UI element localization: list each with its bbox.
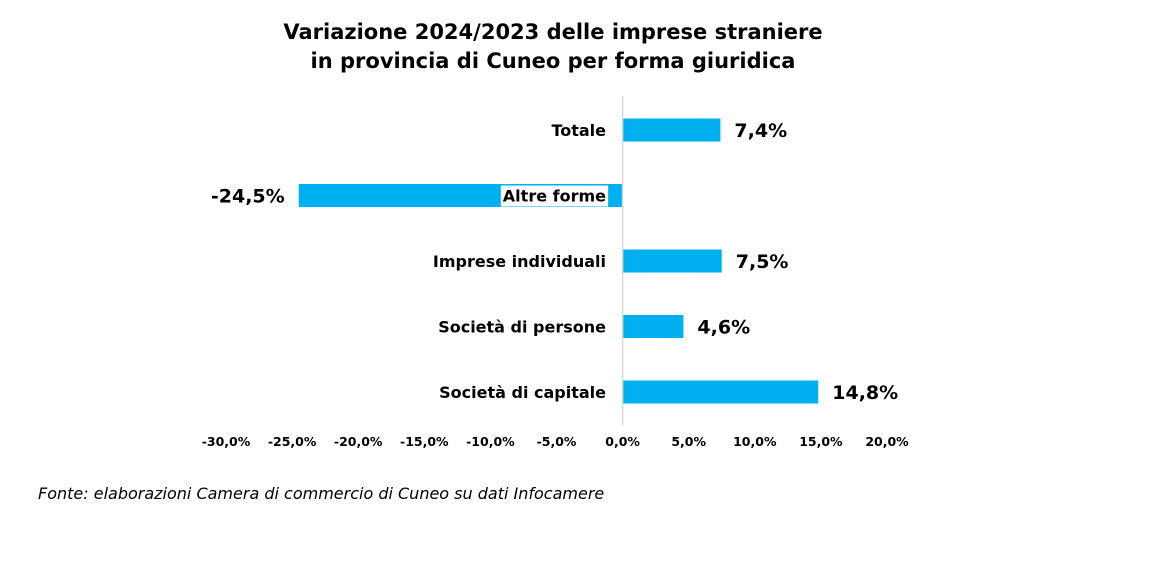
x-tick-label: 20,0% bbox=[865, 434, 909, 449]
x-tick-label: -5,0% bbox=[537, 434, 577, 449]
category-label: Società di capitale bbox=[439, 383, 606, 402]
x-tick-label: 10,0% bbox=[733, 434, 777, 449]
x-tick-label: -20,0% bbox=[334, 434, 383, 449]
chart-title: Variazione 2024/2023 delle imprese stran… bbox=[0, 18, 1106, 76]
bar-4 bbox=[622, 380, 819, 404]
x-tick-label: -25,0% bbox=[268, 434, 317, 449]
bar-2 bbox=[622, 249, 722, 273]
x-tick-label: -10,0% bbox=[466, 434, 515, 449]
category-label: Imprese individuali bbox=[433, 252, 606, 271]
x-tick-label: 15,0% bbox=[799, 434, 843, 449]
x-tick-label: -30,0% bbox=[202, 434, 251, 449]
bar-0 bbox=[622, 118, 721, 142]
category-label: Altre forme bbox=[503, 187, 606, 206]
x-tick-label: 5,0% bbox=[671, 434, 706, 449]
data-label: 14,8% bbox=[832, 382, 898, 404]
category-label: Società di persone bbox=[438, 318, 606, 337]
bar-3 bbox=[622, 315, 684, 338]
data-label: 4,6% bbox=[697, 317, 750, 339]
chart-title-line-1: Variazione 2024/2023 delle imprese stran… bbox=[283, 20, 823, 44]
category-label-background bbox=[500, 185, 609, 207]
data-label: -24,5% bbox=[211, 186, 285, 208]
chart-title-line-2: in provincia di Cuneo per forma giuridic… bbox=[310, 49, 796, 73]
data-label: 7,5% bbox=[736, 251, 789, 273]
category-label: Totale bbox=[551, 121, 606, 140]
x-tick-label: 0,0% bbox=[605, 434, 640, 449]
data-label: 7,4% bbox=[734, 120, 787, 142]
x-tick-label: -15,0% bbox=[400, 434, 449, 449]
source-note: Fonte: elaborazioni Camera di commercio … bbox=[38, 484, 605, 503]
